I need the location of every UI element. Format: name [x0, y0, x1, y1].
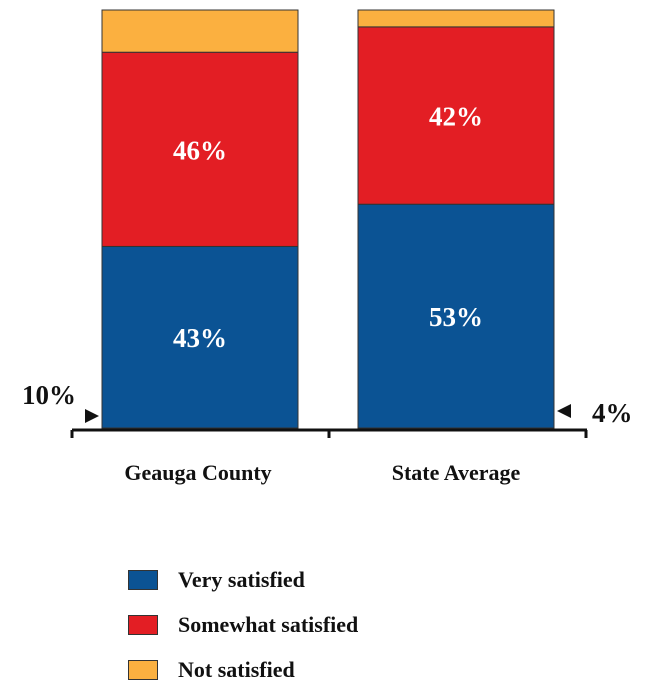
pointer-arrow-geauga-county [85, 409, 99, 423]
data-label-somewhat-satisfied-state-average: 42% [429, 102, 483, 132]
legend-item-very-satisfied: Very satisfied [128, 557, 358, 602]
legend-label-somewhat-satisfied: Somewhat satisfied [178, 611, 359, 637]
bar-very-satisfied-geauga-county [101, 245, 299, 429]
bar-not-satisfied-geauga-county [101, 9, 299, 53]
legend-swatch-very-satisfied [128, 569, 158, 590]
legend-label-very-satisfied: Very satisfied [178, 566, 305, 592]
stacked-bar-chart: 43% 46% 10% Geauga County 53% 42% 4% State Aver… [22, 9, 633, 485]
data-label-very-satisfied-geauga-county: 43% [173, 323, 227, 353]
data-label-somewhat-satisfied-geauga-county: 46% [173, 135, 227, 165]
labels-layer: 43% 46% 10% Geauga County 53% 42% 4% State Aver… [22, 102, 633, 485]
legend-swatch-somewhat-satisfied [128, 614, 158, 635]
data-label-very-satisfied-state-average: 53% [429, 302, 483, 332]
legend-item-somewhat-satisfied: Somewhat satisfied [128, 602, 358, 647]
data-label-not-satisfied-geauga-county: 10% [22, 380, 76, 410]
legend-item-not-satisfied: Not satisfied [128, 647, 358, 692]
bars-layer [101, 9, 555, 429]
pointer-arrow-state-average [557, 404, 571, 418]
category-label-geauga-county: Geauga County [124, 460, 271, 485]
category-label-state-average: State Average [392, 460, 521, 485]
bar-not-satisfied-state-average [357, 9, 555, 28]
legend: Very satisfied Somewhat satisfied Not sa… [128, 557, 358, 692]
legend-swatch-not-satisfied [128, 659, 158, 680]
bar-somewhat-satisfied-state-average [357, 26, 555, 205]
data-label-not-satisfied-state-average: 4% [592, 398, 633, 428]
bar-somewhat-satisfied-geauga-county [101, 51, 299, 247]
legend-label-not-satisfied: Not satisfied [178, 656, 295, 682]
